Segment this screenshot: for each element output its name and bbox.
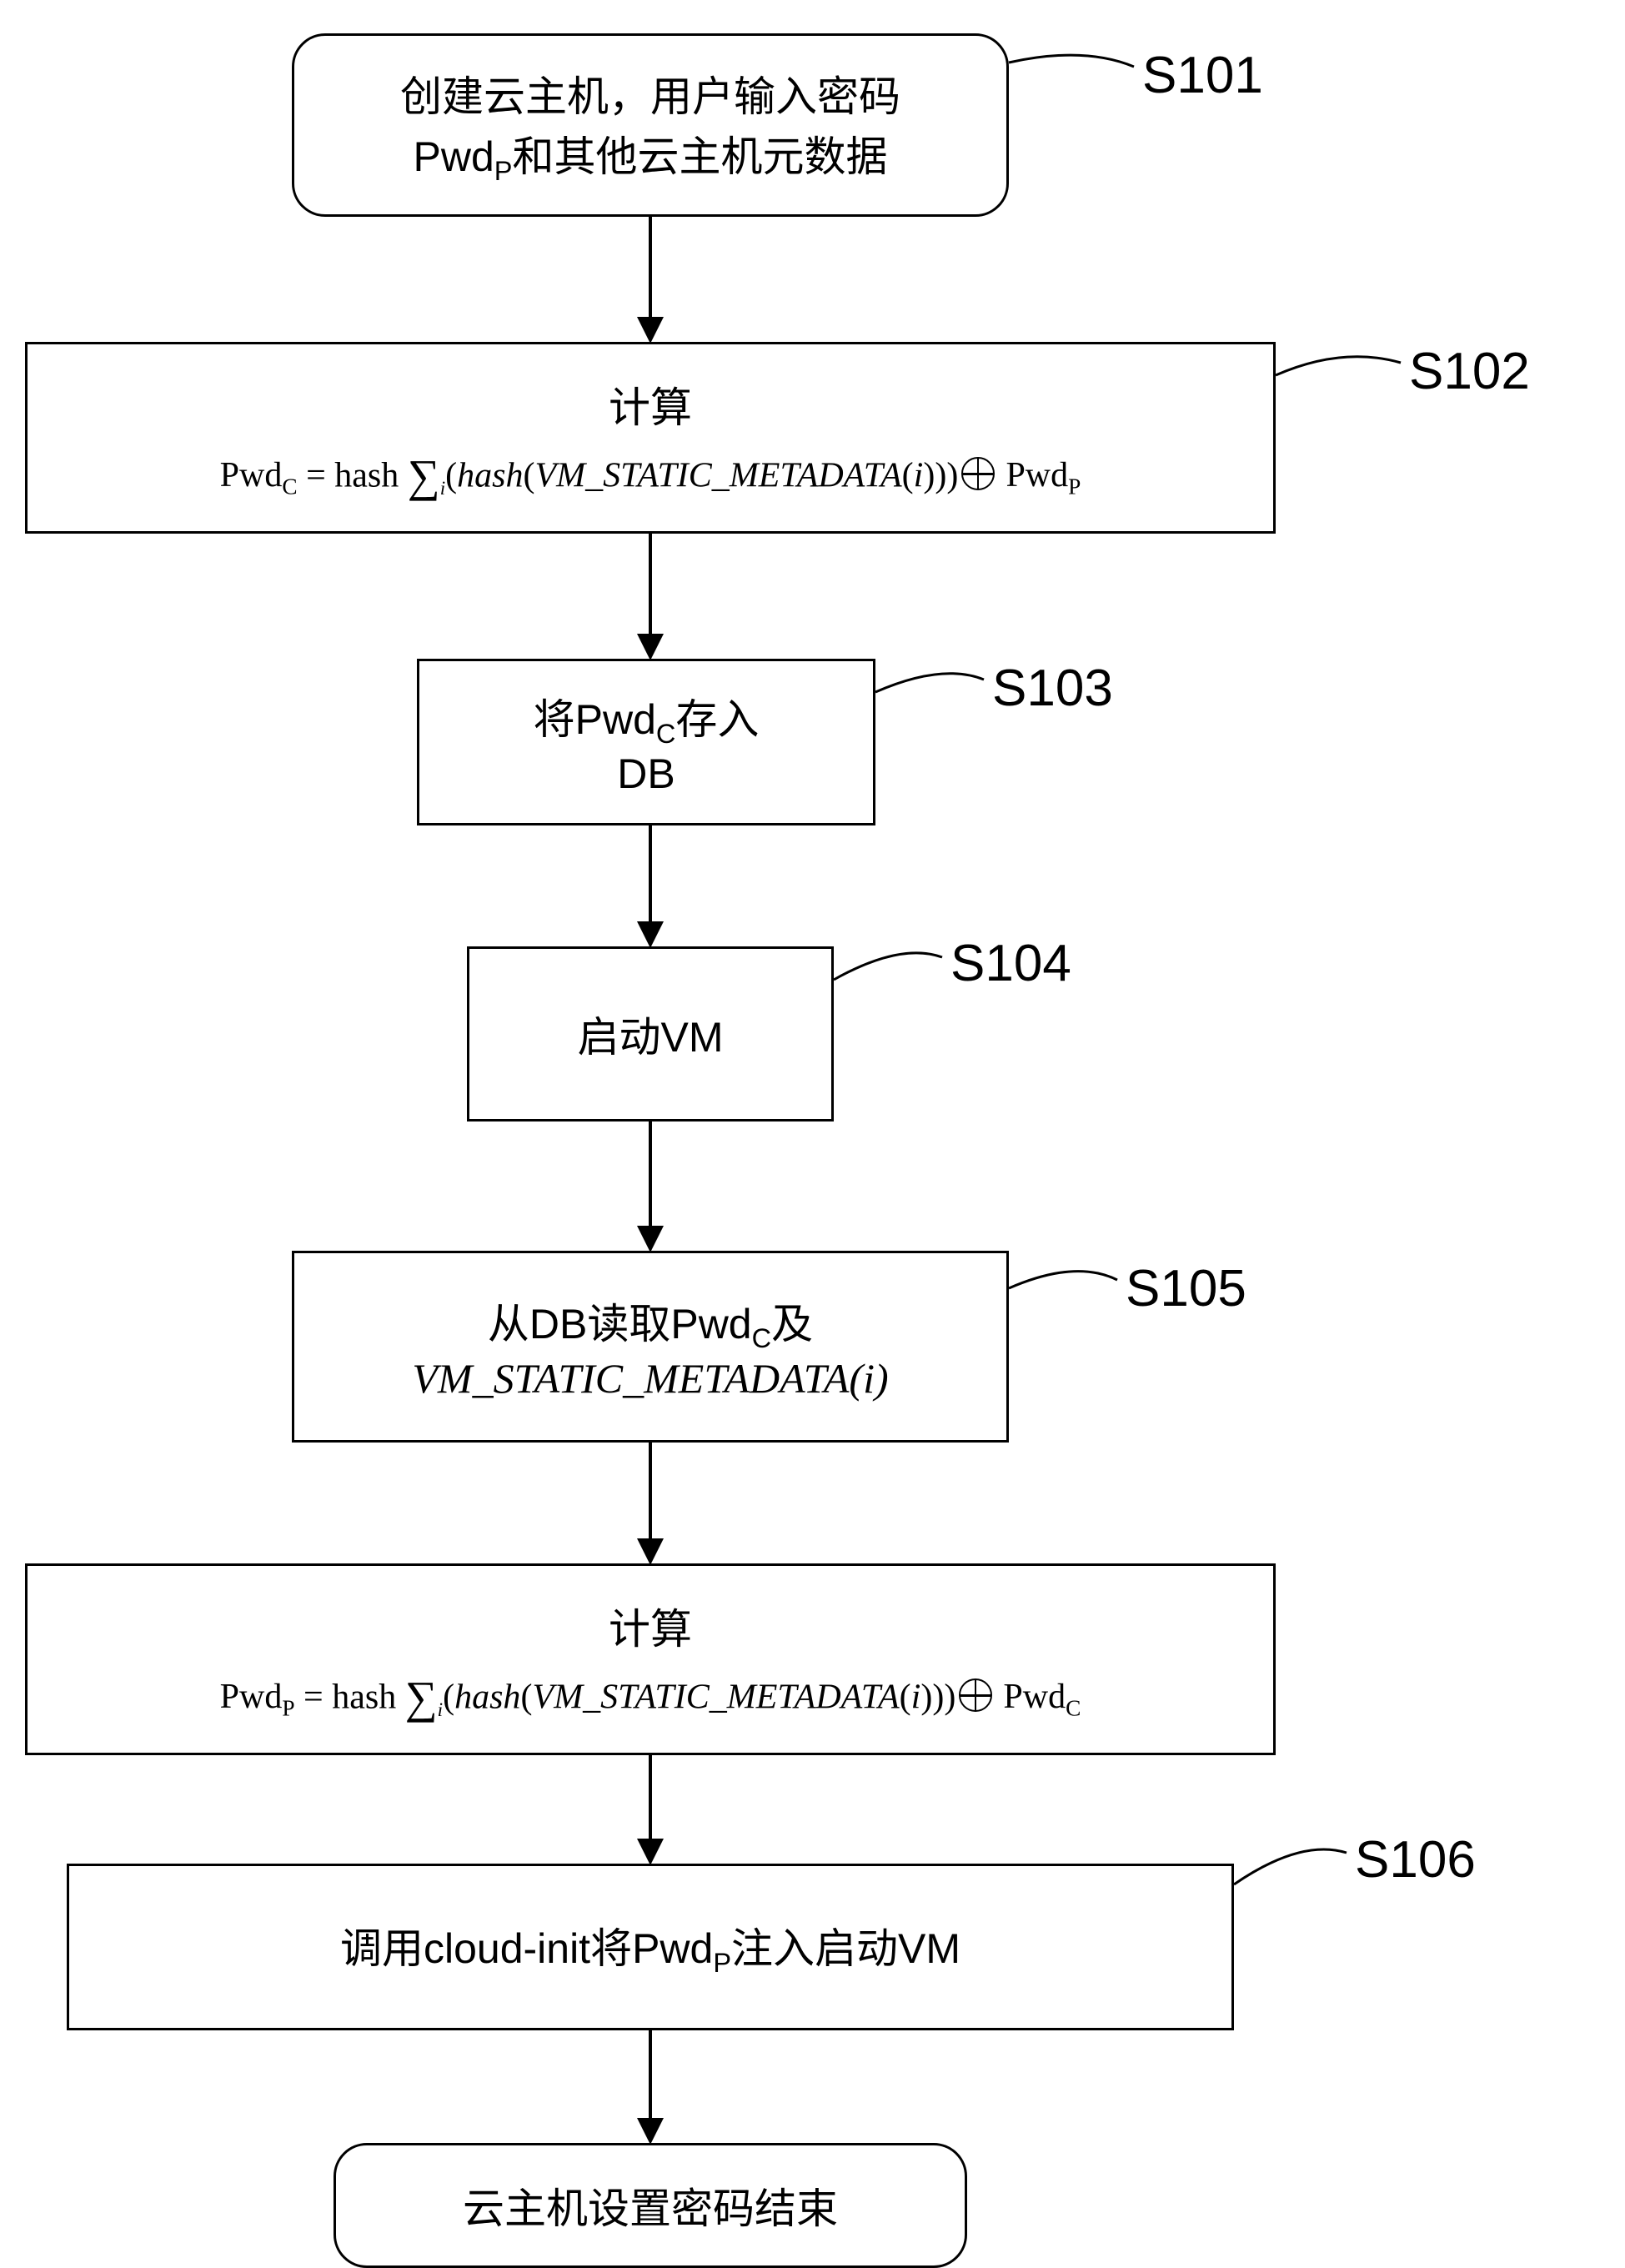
flowchart-node-s103: 将PwdC存入 DB bbox=[417, 659, 875, 825]
flowchart-node-s104: 启动VM bbox=[467, 946, 834, 1121]
node-text-line: 云主机设置密码结束 bbox=[463, 2175, 838, 2235]
step-label-s102: S102 bbox=[1409, 342, 1530, 401]
flowchart-node-s102: 计算 PwdC = hash ∑i(hash(VM_STATIC_METADAT… bbox=[25, 342, 1276, 534]
step-label-s106: S106 bbox=[1355, 1830, 1476, 1889]
flowchart-node-s105: 从DB读取PwdC及 VM_STATIC_METADATA(i) bbox=[292, 1251, 1009, 1443]
node-text-line: 调用cloud-init将PwdP注入启动VM bbox=[340, 1915, 960, 1979]
step-label-s103: S103 bbox=[992, 659, 1113, 718]
node-text-line: PwdP和其他云主机元数据 bbox=[414, 123, 888, 187]
xor-icon bbox=[959, 1678, 992, 1712]
flowchart-node-s106: 调用cloud-init将PwdP注入启动VM bbox=[67, 1864, 1234, 2030]
node-text-line: 启动VM bbox=[578, 1004, 724, 1064]
node-text-line: 从DB读取PwdC及 bbox=[488, 1291, 813, 1354]
flowchart-node-end: 云主机设置密码结束 bbox=[334, 2143, 967, 2268]
step-label-s101: S101 bbox=[1142, 46, 1263, 105]
step-label-s105: S105 bbox=[1126, 1259, 1246, 1318]
xor-icon bbox=[961, 457, 995, 490]
node-formula: PwdP = hash ∑i(hash(VM_STATIC_METADATA(i… bbox=[220, 1671, 1081, 1724]
flowchart-node-s101: 创建云主机，用户输入密码 PwdP和其他云主机元数据 bbox=[292, 33, 1009, 217]
node-title: 计算 bbox=[609, 1596, 692, 1656]
node-title: 计算 bbox=[609, 374, 692, 434]
flowchart-node-s105b: 计算 PwdP = hash ∑i(hash(VM_STATIC_METADAT… bbox=[25, 1563, 1276, 1755]
node-formula: PwdC = hash ∑i(hash(VM_STATIC_METADATA(i… bbox=[220, 449, 1081, 502]
node-text-line: DB bbox=[617, 750, 675, 798]
node-text-line: 创建云主机，用户输入密码 bbox=[400, 63, 900, 123]
node-text-line: VM_STATIC_METADATA(i) bbox=[412, 1354, 888, 1402]
node-text-line: 将PwdC存入 bbox=[534, 686, 760, 750]
step-label-s104: S104 bbox=[950, 934, 1071, 993]
